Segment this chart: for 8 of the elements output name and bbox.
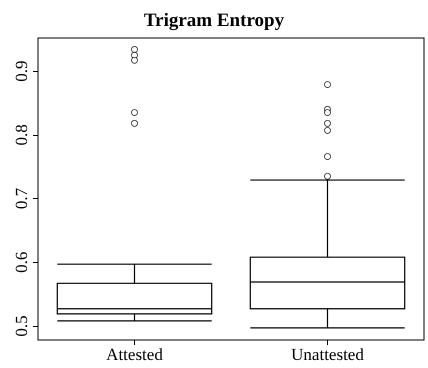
- y-tick-label: 0.5: [12, 315, 31, 337]
- y-tick-label: 0.7: [12, 187, 31, 210]
- y-tick-label: 0.9: [12, 60, 31, 82]
- chart-title: Trigram Entropy: [144, 10, 285, 31]
- x-tick-label: Unattested: [291, 345, 364, 364]
- x-tick-label: Attested: [106, 345, 164, 364]
- y-tick-label: 0.8: [12, 124, 31, 146]
- y-tick-label: 0.6: [12, 252, 31, 273]
